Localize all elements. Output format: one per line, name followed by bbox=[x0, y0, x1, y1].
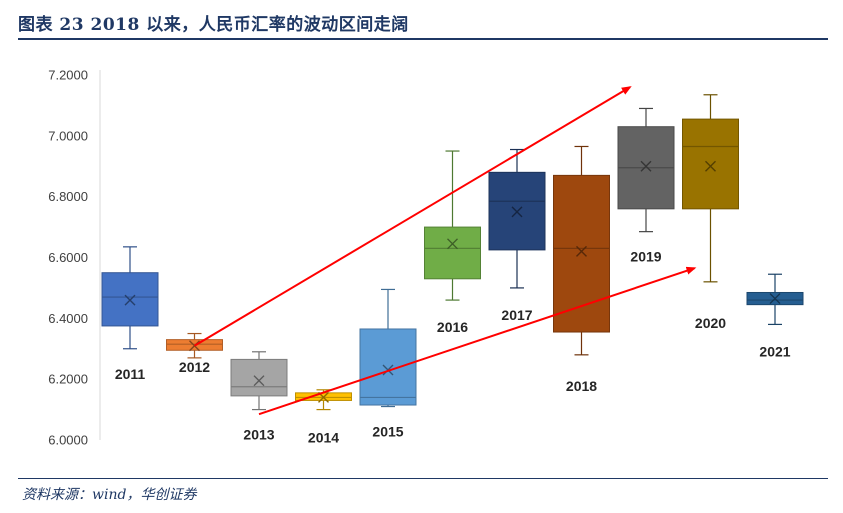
y-tick-label: 6.6000 bbox=[48, 250, 88, 265]
mean-marker bbox=[640, 160, 652, 172]
box-2019: 2019 bbox=[617, 107, 675, 265]
mean-marker bbox=[705, 160, 716, 172]
mean-marker bbox=[447, 238, 458, 250]
mean-marker bbox=[769, 293, 781, 305]
category-label: 2020 bbox=[695, 315, 726, 331]
y-axis: 6.0000 6.2000 6.4000 6.6000 6.8000 7.0000 7.20… bbox=[48, 68, 101, 448]
category-label: 2018 bbox=[566, 378, 597, 394]
y-tick-label: 7.2000 bbox=[48, 68, 88, 83]
iqr-box bbox=[359, 328, 417, 406]
mean-marker bbox=[576, 245, 587, 257]
box-2016: 2016 bbox=[424, 150, 481, 335]
category-label: 2011 bbox=[115, 366, 146, 382]
figure-title: 图表 23 2018 以来，人民币汇率的波动区间走阔 bbox=[18, 14, 409, 35]
box-2017: 2017 bbox=[488, 148, 546, 323]
footer-divider bbox=[18, 478, 828, 479]
category-label: 2017 bbox=[501, 307, 532, 323]
category-label: 2015 bbox=[372, 424, 403, 440]
mean-marker bbox=[124, 294, 136, 306]
figure-header: 图表 23 2018 以来，人民币汇率的波动区间走阔 bbox=[18, 6, 828, 38]
y-tick-label: 7.0000 bbox=[48, 128, 88, 143]
box-2011: 2011 bbox=[101, 246, 159, 382]
category-label: 2016 bbox=[437, 319, 468, 335]
box-2015: 2015 bbox=[359, 288, 417, 440]
trend-arrow bbox=[258, 266, 697, 416]
box-2013: 2013 bbox=[230, 351, 288, 443]
category-label: 2021 bbox=[759, 343, 790, 359]
category-label: 2013 bbox=[243, 427, 274, 443]
iqr-box bbox=[682, 118, 739, 210]
y-tick-label: 6.2000 bbox=[48, 372, 88, 387]
box-2012: 2012 bbox=[166, 332, 223, 375]
iqr-box bbox=[488, 171, 546, 251]
source-note: 资料来源：wind，华创证券 bbox=[22, 487, 197, 503]
box-2018: 2018 bbox=[553, 145, 610, 394]
trend-arrows bbox=[193, 86, 697, 416]
iqr-box bbox=[230, 358, 288, 397]
box-2020: 2020 bbox=[682, 94, 739, 331]
mean-marker bbox=[253, 375, 265, 387]
iqr-box bbox=[553, 174, 610, 333]
iqr-box bbox=[424, 226, 481, 280]
y-tick-label: 6.0000 bbox=[48, 433, 88, 448]
trend-arrow bbox=[193, 86, 632, 347]
y-tick-label: 6.8000 bbox=[48, 189, 88, 204]
box-2021: 2021 bbox=[746, 273, 804, 359]
category-label: 2012 bbox=[179, 359, 210, 375]
header-divider bbox=[18, 38, 828, 40]
mean-marker bbox=[511, 206, 523, 218]
box-2014: 2014 bbox=[295, 389, 352, 446]
boxes-group: 2011 2012 2013 2014 2015 2016 2017 2018 2019 2020… bbox=[101, 94, 804, 446]
category-label: 2019 bbox=[630, 249, 661, 265]
category-label: 2014 bbox=[308, 430, 339, 446]
y-tick-label: 6.4000 bbox=[48, 311, 88, 326]
